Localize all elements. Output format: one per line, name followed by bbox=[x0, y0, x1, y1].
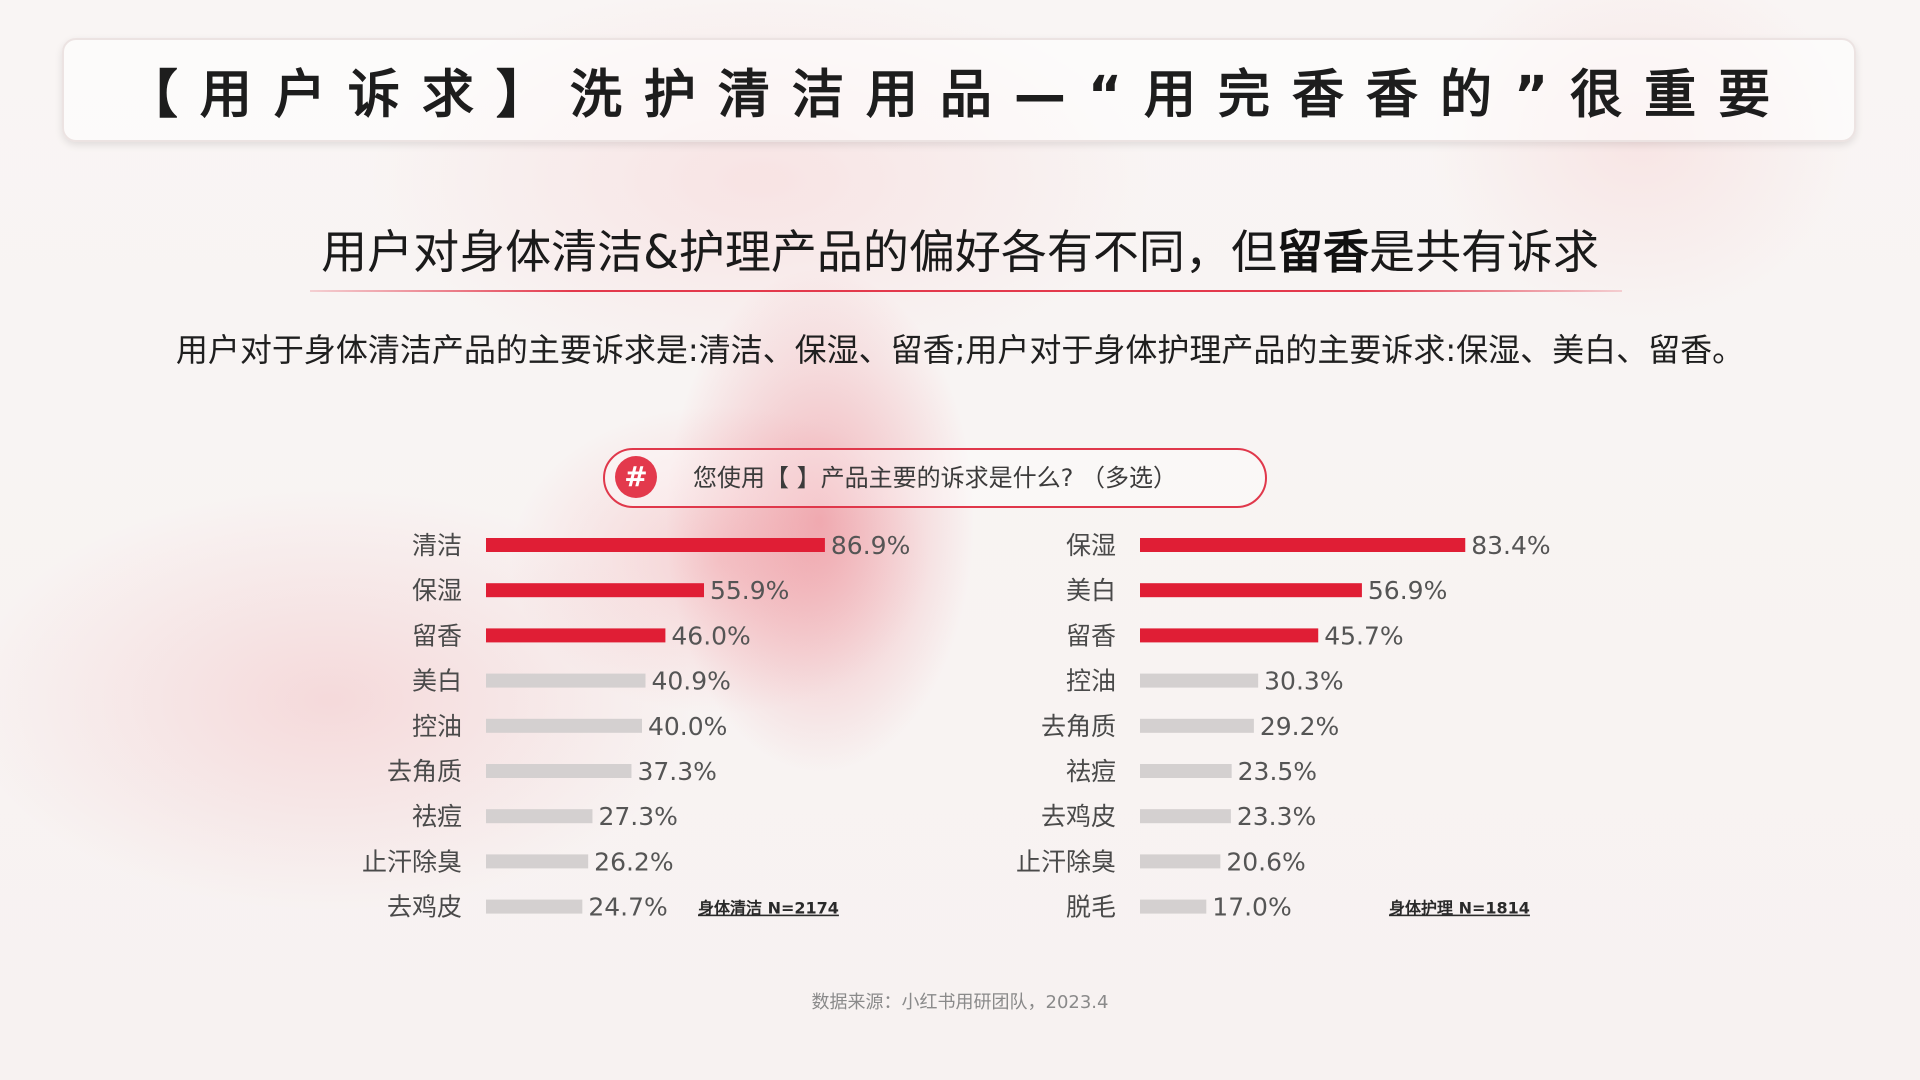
care-category-label: 保湿 bbox=[1066, 531, 1116, 560]
cleansing-bar bbox=[486, 764, 632, 778]
question-pill: # 您使用【 】产品主要的诉求是什么? （多选） bbox=[603, 448, 1267, 508]
care-category-label: 去鸡皮 bbox=[1041, 802, 1116, 831]
care-value-label: 83.4% bbox=[1471, 531, 1550, 560]
care-value-label: 20.6% bbox=[1226, 847, 1305, 876]
cleansing-bar bbox=[486, 718, 642, 733]
care-category-label: 控油 bbox=[1066, 667, 1116, 696]
data-source: 数据来源：小红书用研团队，2023.4 bbox=[811, 992, 1109, 1013]
care-bar bbox=[1140, 899, 1207, 914]
cleansing-value-label: 40.9% bbox=[652, 667, 731, 696]
subtitle: 用户对身体清洁&护理产品的偏好各有不同，但留香是共有诉求 bbox=[0, 216, 1920, 282]
care-bar bbox=[1140, 809, 1231, 824]
care-category-label: 去角质 bbox=[1041, 712, 1116, 741]
cleansing-value-label: 46.0% bbox=[671, 621, 750, 650]
cleansing-bar bbox=[486, 899, 583, 914]
subtitle-underline bbox=[310, 290, 1622, 292]
care-bar bbox=[1140, 718, 1254, 733]
care-value-label: 56.9% bbox=[1368, 576, 1447, 605]
care-bar bbox=[1140, 538, 1466, 552]
care-bar bbox=[1140, 854, 1221, 869]
care-bar bbox=[1140, 673, 1259, 688]
cleansing-category-label: 祛痘 bbox=[412, 802, 462, 831]
cleansing-bar bbox=[486, 538, 825, 552]
cleansing-value-label: 27.3% bbox=[598, 802, 677, 831]
cleansing-category-label: 止汗除臭 bbox=[362, 847, 462, 876]
cleansing-category-label: 美白 bbox=[412, 667, 462, 696]
care-category-label: 留香 bbox=[1066, 621, 1116, 650]
cleansing-value-label: 86.9% bbox=[831, 531, 910, 560]
care-category-label: 脱毛 bbox=[1066, 893, 1116, 922]
care-category-label: 止汗除臭 bbox=[1016, 847, 1116, 876]
cleansing-bar bbox=[486, 809, 593, 824]
cleansing-bar bbox=[486, 854, 589, 869]
care-value-label: 45.7% bbox=[1324, 621, 1403, 650]
cleansing-category-label: 留香 bbox=[412, 621, 462, 650]
cleansing-value-label: 24.7% bbox=[588, 893, 667, 922]
cleansing-value-label: 40.0% bbox=[648, 712, 727, 741]
care-value-label: 23.5% bbox=[1238, 757, 1317, 786]
cleansing-bar bbox=[486, 673, 646, 688]
care-value-label: 30.3% bbox=[1264, 667, 1343, 696]
subtitle-text-bold: 留香 bbox=[1276, 225, 1369, 279]
cleansing-category-label: 保湿 bbox=[412, 576, 462, 605]
cleansing-value-label: 55.9% bbox=[710, 576, 789, 605]
question-text: 您使用【 】产品主要的诉求是什么? （多选） bbox=[693, 464, 1177, 492]
care-bar bbox=[1140, 583, 1362, 598]
subtitle-text-after: 是共有诉求 bbox=[1368, 225, 1599, 279]
cleansing-bar bbox=[486, 628, 666, 643]
cleansing-category-label: 去鸡皮 bbox=[387, 893, 462, 922]
care-sample-note: 身体护理 N=1814 bbox=[1389, 899, 1530, 918]
care-value-label: 23.3% bbox=[1237, 802, 1316, 831]
care-category-label: 美白 bbox=[1066, 576, 1116, 605]
care-value-label: 29.2% bbox=[1260, 712, 1339, 741]
care-value-label: 17.0% bbox=[1212, 893, 1291, 922]
cleansing-sample-note: 身体清洁 N=2174 bbox=[698, 899, 839, 918]
care-bar bbox=[1140, 628, 1319, 643]
care-bar bbox=[1140, 764, 1232, 778]
page-title: 【用户诉求】洗护清洁用品—“用完香香的”很重要 bbox=[125, 65, 1793, 126]
cleansing-value-label: 37.3% bbox=[637, 757, 716, 786]
cleansing-category-label: 控油 bbox=[412, 712, 462, 741]
cleansing-category-label: 去角质 bbox=[387, 757, 462, 786]
cleansing-category-label: 清洁 bbox=[412, 531, 462, 560]
title-banner: 【用户诉求】洗护清洁用品—“用完香香的”很重要 bbox=[62, 38, 1856, 142]
cleansing-value-label: 26.2% bbox=[594, 847, 673, 876]
care-category-label: 祛痘 bbox=[1066, 757, 1116, 786]
hashtag-icon: # bbox=[615, 456, 657, 498]
subtitle-text-before: 用户对身体清洁&护理产品的偏好各有不同，但 bbox=[321, 225, 1277, 279]
description: 用户对于身体清洁产品的主要诉求是:清洁、保湿、留香;用户对于身体护理产品的主要诉… bbox=[175, 331, 1745, 369]
cleansing-bar bbox=[486, 583, 705, 598]
